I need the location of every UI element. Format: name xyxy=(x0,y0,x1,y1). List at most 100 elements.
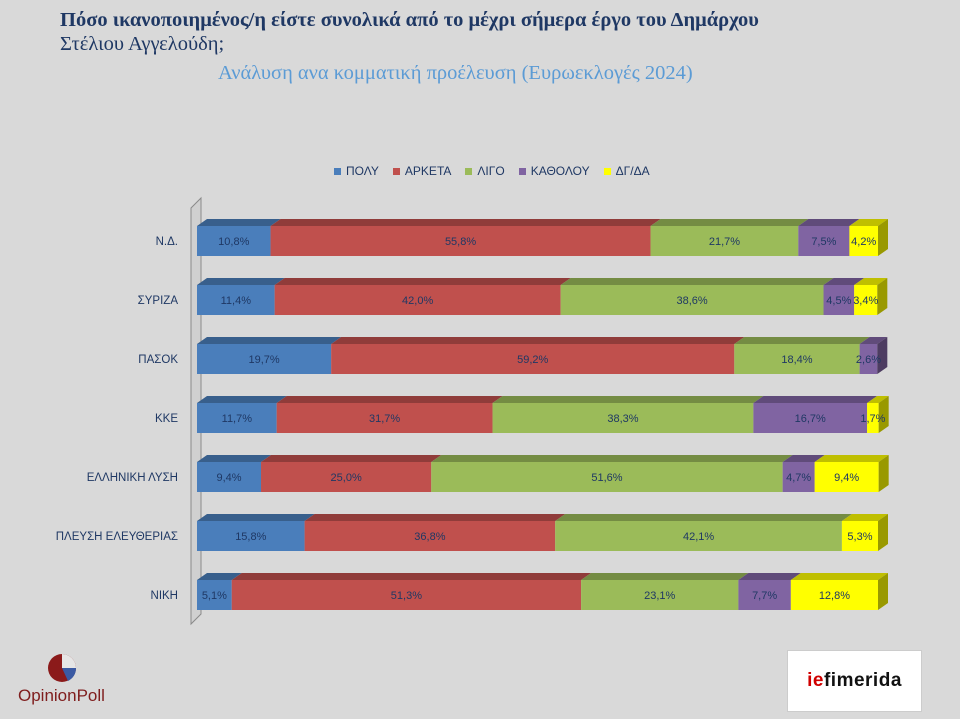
data-label: 42,1% xyxy=(683,531,714,543)
data-label: 19,7% xyxy=(248,354,279,366)
legend-label: ΚΑΘΟΛΟΥ xyxy=(530,164,590,178)
legend-item: ΑΡΚΕΤΑ xyxy=(392,164,451,178)
bar-segment xyxy=(560,285,824,315)
data-label: 42,0% xyxy=(402,295,433,307)
bar-segment-top xyxy=(849,219,888,226)
bar-segment-top xyxy=(790,573,888,580)
data-label: 15,8% xyxy=(235,531,266,543)
bar-segment-top xyxy=(197,337,342,344)
data-label: 38,3% xyxy=(607,413,638,425)
bar-segment-top xyxy=(650,219,809,226)
bar-segment-side xyxy=(877,278,888,315)
data-label: 3,4% xyxy=(853,295,878,307)
bar-segment-top xyxy=(854,278,888,285)
data-label: 51,6% xyxy=(591,472,622,484)
bar-segment-side xyxy=(877,337,888,374)
bar-segment xyxy=(492,403,754,433)
bar-segment-top xyxy=(197,278,285,285)
bar-segment xyxy=(304,521,556,551)
bar-segment xyxy=(798,226,850,256)
bar-segment xyxy=(261,462,432,492)
data-label: 31,7% xyxy=(369,413,400,425)
data-label: 11,4% xyxy=(221,295,252,307)
chart-legend: ΠΟΛΥ ΑΡΚΕΤΑ ΛΙΓΟ ΚΑΘΟΛΟΥ ΔΓ/ΔΑ xyxy=(334,164,650,178)
bar-segment xyxy=(274,285,561,315)
iefimerida-logo: ie fimerida xyxy=(787,650,922,712)
category-label: ΝΙΚΗ xyxy=(151,590,178,602)
data-label: 4,5% xyxy=(826,295,851,307)
bar-segment xyxy=(823,285,855,315)
data-label: 38,6% xyxy=(676,295,707,307)
bar-segment-top xyxy=(270,219,661,226)
bar-segment-top xyxy=(331,337,745,344)
data-label: 21,7% xyxy=(709,236,740,248)
bar-segment xyxy=(849,226,878,256)
bar-segment-top xyxy=(197,455,272,462)
data-label: 51,3% xyxy=(391,590,422,602)
bar-segment xyxy=(276,403,493,433)
bar-segment xyxy=(331,344,735,374)
bar-segment-top xyxy=(798,219,860,226)
category-label: ΣΥΡΙΖΑ xyxy=(138,295,179,307)
chart-title-line2: Στέλιου Αγγελούδη; xyxy=(60,33,225,55)
bar-segment xyxy=(581,580,739,610)
data-label: 59,2% xyxy=(517,354,548,366)
bar-segment xyxy=(197,580,232,610)
bar-segment-top xyxy=(581,573,749,580)
bar-segment-top xyxy=(261,455,442,462)
data-label: 9,4% xyxy=(216,472,241,484)
legend-item: ΚΑΘΟΛΟΥ xyxy=(518,164,590,178)
bar-segment-top xyxy=(231,573,592,580)
data-label: 10,8% xyxy=(218,236,249,248)
data-label: 9,4% xyxy=(834,472,859,484)
bar-segment xyxy=(753,403,868,433)
bar-segment-top xyxy=(753,396,878,403)
bar-segment xyxy=(431,462,783,492)
data-label: 55,8% xyxy=(445,236,476,248)
data-label: 25,0% xyxy=(331,472,362,484)
legend-label: ΔΓ/ΔΑ xyxy=(615,164,650,178)
bar-segment xyxy=(841,521,878,551)
bar-segment xyxy=(270,226,651,256)
bar-segment-top xyxy=(823,278,865,285)
data-label: 16,7% xyxy=(795,413,826,425)
bar-segment-top xyxy=(197,514,315,521)
category-label: ΚΚΕ xyxy=(155,413,178,425)
data-label: 5,1% xyxy=(202,590,227,602)
bar-segment xyxy=(790,580,878,610)
bar-segment xyxy=(782,462,815,492)
bar-segment-top xyxy=(867,396,889,403)
bar-segment xyxy=(738,580,791,610)
bar-segment-top xyxy=(197,573,242,580)
bar-segment xyxy=(867,403,879,433)
bar-segment-top xyxy=(859,337,888,344)
category-label: Ν.Δ. xyxy=(156,236,178,248)
data-label: 12,8% xyxy=(819,590,850,602)
bar-segment-top xyxy=(304,514,566,521)
iefimerida-logo-prefix: ie xyxy=(807,670,824,691)
chart-title-line1: Πόσο ικανοποιημένος/η είστε συνολικά από… xyxy=(60,9,759,31)
bar-segment xyxy=(197,403,277,433)
bar-segment xyxy=(555,521,842,551)
bar-segment-top xyxy=(555,514,852,521)
bar-segment xyxy=(734,344,860,374)
data-label: 4,7% xyxy=(786,472,811,484)
chart-subtitle: Ανάλυση ανα κομματική προέλευση (Ευρωεκλ… xyxy=(218,62,693,84)
bar-segment xyxy=(231,580,582,610)
data-label: 18,4% xyxy=(781,354,812,366)
bar-segment xyxy=(197,521,305,551)
data-label: 36,8% xyxy=(414,531,445,543)
bar-segment xyxy=(197,344,332,374)
bar-segment xyxy=(859,344,878,374)
category-label: ΕΛΛΗΝΙΚΗ ΛΥΣΗ xyxy=(87,472,178,484)
opinionpoll-logo: OpinionPoll xyxy=(18,652,128,708)
bar-segment xyxy=(814,462,879,492)
legend-label: ΠΟΛΥ xyxy=(346,164,379,178)
bar-segment-top xyxy=(276,396,503,403)
data-label: 1,7% xyxy=(860,413,885,425)
data-label: 23,1% xyxy=(644,590,675,602)
data-label: 2,6% xyxy=(856,354,881,366)
bar-segment-side xyxy=(878,219,888,256)
legend-swatch xyxy=(603,167,611,175)
